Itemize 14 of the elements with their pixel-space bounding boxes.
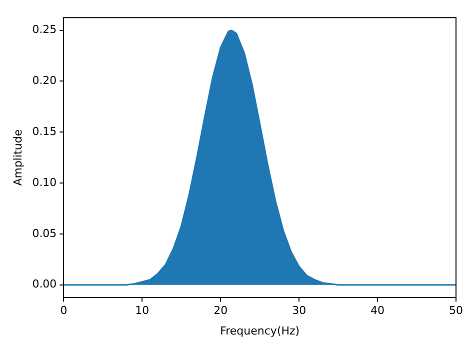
x-tick-label: 0 (60, 304, 68, 318)
y-axis-title: Amplitude (11, 129, 24, 186)
x-tick-label: 30 (292, 304, 306, 318)
y-tick-label: 0.15 (32, 125, 57, 138)
x-tick-label: 20 (214, 304, 228, 318)
x-tick-label: 50 (449, 304, 463, 318)
y-tick-label: 0.25 (32, 23, 57, 36)
y-tick-label: 0.00 (32, 278, 57, 291)
y-tick-label: 0.10 (32, 176, 57, 189)
y-tick-label: 0.05 (32, 226, 57, 240)
y-tick-label: 0.20 (32, 74, 57, 88)
x-axis-title: Frequency(Hz) (220, 324, 300, 338)
x-tick-label: 40 (370, 304, 385, 318)
x-tick-label: 10 (135, 304, 150, 318)
